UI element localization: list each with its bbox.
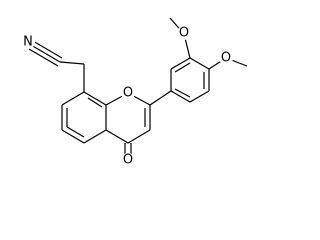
bond xyxy=(61,129,85,144)
bond xyxy=(127,129,151,144)
bond xyxy=(174,88,191,98)
atom-label: O xyxy=(123,153,133,168)
label-bg xyxy=(219,51,233,65)
atom-label: O xyxy=(221,51,231,66)
bond xyxy=(66,126,85,138)
bond xyxy=(189,90,210,103)
bond xyxy=(170,90,191,103)
bonds xyxy=(28,17,248,160)
bond xyxy=(83,91,107,106)
structure-diagram: N O O O O xyxy=(21,17,248,168)
bond xyxy=(32,40,63,59)
bond xyxy=(87,97,103,108)
label-bg xyxy=(177,26,191,40)
label-bg xyxy=(121,86,135,100)
bond xyxy=(105,129,129,144)
label-bg xyxy=(121,153,135,167)
bond xyxy=(61,91,85,106)
bond xyxy=(170,57,191,70)
atom-label: O xyxy=(123,86,133,101)
atom-label: O xyxy=(179,26,189,41)
bond xyxy=(59,61,85,65)
atom-labels: N O O O O xyxy=(21,26,233,168)
bond xyxy=(189,57,210,70)
bond xyxy=(28,48,59,67)
bond xyxy=(83,129,107,144)
label-bg xyxy=(21,35,35,49)
bond xyxy=(30,44,61,63)
bond xyxy=(149,90,172,106)
bond xyxy=(174,62,191,73)
atom-label: N xyxy=(23,35,33,50)
